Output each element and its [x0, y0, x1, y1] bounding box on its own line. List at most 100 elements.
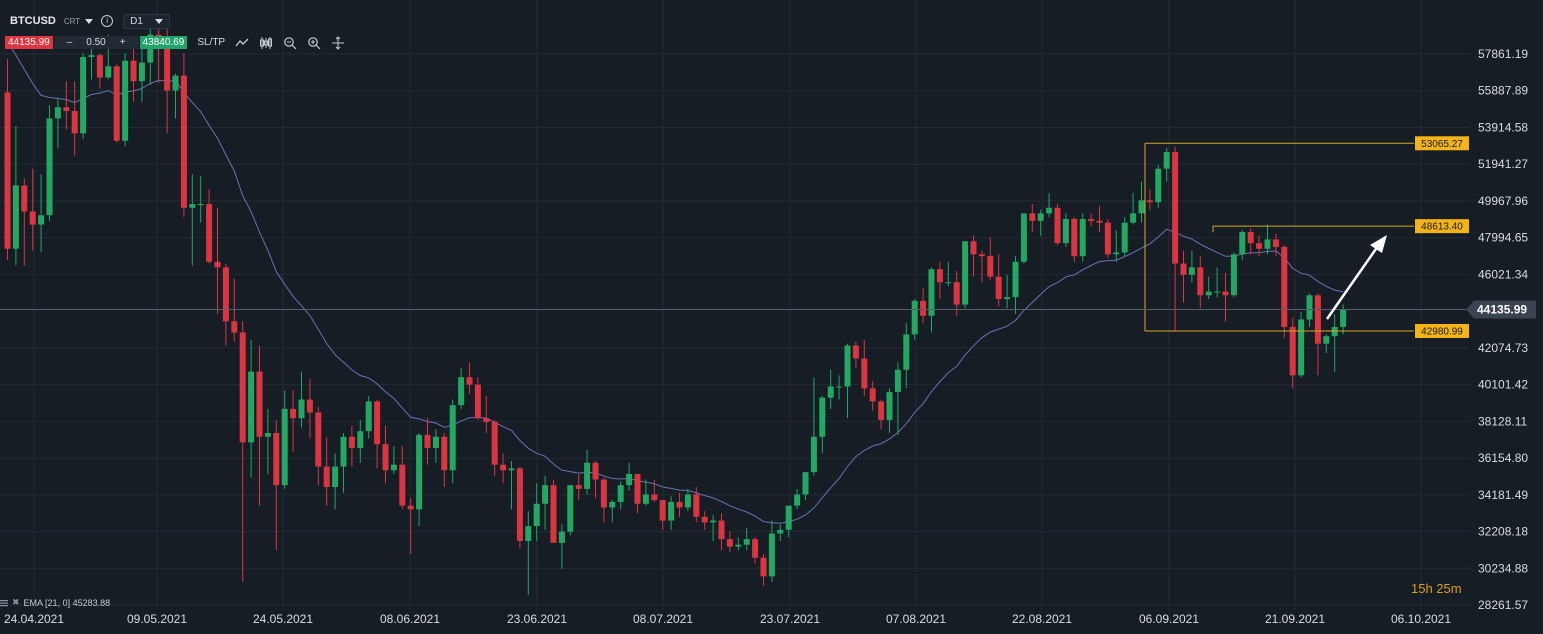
candle[interactable]: [1281, 245, 1288, 339]
candle[interactable]: [298, 371, 305, 428]
candle[interactable]: [978, 250, 985, 283]
candle[interactable]: [920, 287, 927, 324]
candle[interactable]: [1331, 313, 1338, 372]
candle[interactable]: [1046, 192, 1053, 218]
candle[interactable]: [189, 174, 196, 266]
candle[interactable]: [180, 53, 187, 218]
candle[interactable]: [374, 399, 381, 469]
candle[interactable]: [1180, 250, 1187, 303]
candle[interactable]: [306, 379, 313, 439]
candle[interactable]: [281, 390, 288, 489]
candle[interactable]: [894, 362, 901, 435]
candle[interactable]: [122, 53, 129, 147]
buy-price-button[interactable]: 43840.69: [139, 36, 188, 49]
candle[interactable]: [567, 485, 574, 536]
candle[interactable]: [962, 241, 969, 309]
candle[interactable]: [550, 479, 557, 543]
candle[interactable]: [508, 460, 515, 510]
symbol-dropdown-icon[interactable]: [85, 18, 94, 24]
candle[interactable]: [1020, 213, 1027, 264]
candle[interactable]: [399, 446, 406, 510]
candle[interactable]: [785, 505, 792, 538]
candle[interactable]: [869, 380, 876, 411]
candle[interactable]: [290, 390, 297, 452]
candle[interactable]: [1264, 224, 1271, 255]
candle[interactable]: [1037, 209, 1044, 236]
candle[interactable]: [449, 399, 456, 484]
candle[interactable]: [970, 235, 977, 277]
candle[interactable]: [558, 524, 565, 569]
level-lines-layer[interactable]: 53065.27 48613.40 42980.99: [1144, 136, 1469, 338]
candle[interactable]: [63, 81, 70, 130]
candle[interactable]: [1054, 204, 1061, 246]
candle[interactable]: [693, 487, 700, 523]
candle[interactable]: [718, 513, 725, 551]
candle[interactable]: [819, 395, 826, 454]
candle[interactable]: [54, 97, 61, 149]
quantity-stepper[interactable]: – 0.50 +: [53, 36, 139, 49]
zoom-in-icon[interactable]: [307, 36, 321, 50]
candle[interactable]: [575, 473, 582, 501]
candle[interactable]: [365, 395, 372, 439]
candle[interactable]: [886, 388, 893, 434]
candle[interactable]: [1256, 235, 1263, 257]
candle[interactable]: [1062, 213, 1069, 247]
candle[interactable]: [483, 395, 490, 434]
candle[interactable]: [1323, 334, 1330, 353]
candle[interactable]: [1230, 252, 1237, 298]
candle[interactable]: [1298, 312, 1305, 378]
candle[interactable]: [264, 408, 271, 474]
candle[interactable]: [659, 500, 666, 530]
candle[interactable]: [642, 479, 649, 506]
candle[interactable]: [852, 341, 859, 368]
candle[interactable]: [96, 53, 103, 89]
candle[interactable]: [80, 53, 87, 139]
candle[interactable]: [12, 125, 19, 266]
symbol-name[interactable]: BTCUSD: [10, 15, 56, 27]
candle[interactable]: [1272, 233, 1279, 257]
candle[interactable]: [668, 496, 675, 530]
candle[interactable]: [1029, 204, 1036, 232]
candle[interactable]: [231, 278, 238, 342]
candle[interactable]: [1205, 276, 1212, 299]
candle[interactable]: [71, 81, 78, 156]
candle[interactable]: [197, 176, 204, 223]
candle[interactable]: [441, 433, 448, 488]
candle[interactable]: [424, 418, 431, 465]
zoom-out-icon[interactable]: [283, 36, 297, 50]
candle[interactable]: [273, 419, 280, 551]
sltp-button[interactable]: SL/TP: [197, 37, 226, 48]
candle[interactable]: [542, 475, 549, 530]
candle[interactable]: [752, 537, 759, 564]
candle[interactable]: [592, 460, 599, 499]
candle[interactable]: [600, 477, 607, 523]
candle[interactable]: [726, 531, 733, 553]
candle[interactable]: [1088, 213, 1095, 227]
decrease-button[interactable]: –: [66, 37, 73, 48]
candle[interactable]: [4, 58, 11, 260]
candle[interactable]: [206, 189, 213, 264]
candle[interactable]: [1155, 164, 1162, 208]
candle[interactable]: [1071, 217, 1078, 262]
candle[interactable]: [466, 362, 473, 394]
candle[interactable]: [130, 45, 137, 102]
candle[interactable]: [735, 537, 742, 551]
candle[interactable]: [113, 64, 120, 143]
candle[interactable]: [474, 377, 481, 420]
candle[interactable]: [29, 168, 36, 251]
increase-button[interactable]: +: [119, 37, 126, 48]
candle[interactable]: [760, 554, 767, 586]
candle[interactable]: [46, 105, 53, 221]
candles-layer[interactable]: [4, 23, 1347, 595]
level-label-box[interactable]: [1415, 323, 1469, 338]
candle[interactable]: [634, 473, 641, 514]
candle[interactable]: [911, 298, 918, 340]
candle[interactable]: [1239, 230, 1246, 260]
level-label-box[interactable]: [1415, 136, 1469, 151]
candle[interactable]: [21, 177, 28, 266]
candle[interactable]: [827, 369, 834, 409]
candle[interactable]: [1004, 274, 1011, 309]
candle[interactable]: [248, 339, 255, 478]
candle[interactable]: [1222, 272, 1229, 322]
